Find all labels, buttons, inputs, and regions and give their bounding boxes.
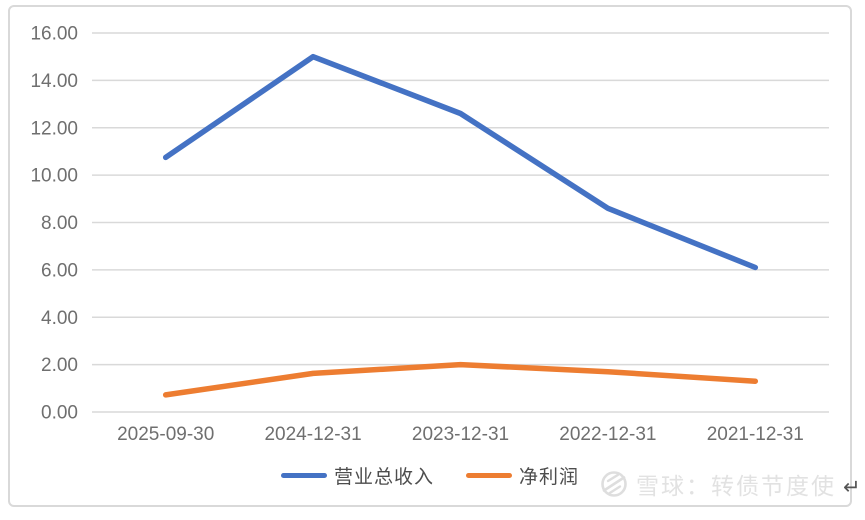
- svg-text:2.00: 2.00: [41, 355, 78, 376]
- svg-text:12.00: 12.00: [30, 118, 78, 139]
- svg-text:6.00: 6.00: [41, 260, 78, 281]
- line-chart: 0.00 2.00 4.00 6.00 8.00 10.00 12.00 14.00 16.00…: [30, 24, 829, 445]
- svg-text:16.00: 16.00: [30, 24, 78, 45]
- svg-text:10.00: 10.00: [30, 166, 78, 187]
- svg-text:2021-12-31: 2021-12-31: [707, 424, 804, 445]
- svg-text:2024-12-31: 2024-12-31: [264, 424, 361, 445]
- svg-text:0.00: 0.00: [41, 403, 78, 424]
- svg-text:2023-12-31: 2023-12-31: [412, 424, 509, 445]
- svg-text:8.00: 8.00: [41, 213, 78, 234]
- paragraph-return-mark: ↵: [843, 476, 861, 499]
- svg-text:2022-12-31: 2022-12-31: [559, 424, 656, 445]
- svg-text:2025-09-30: 2025-09-30: [117, 424, 214, 445]
- chart-area: 0.00 2.00 4.00 6.00 8.00 10.00 12.00 14.00 16.00…: [8, 5, 852, 507]
- svg-text:14.00: 14.00: [30, 71, 78, 92]
- svg-text:4.00: 4.00: [41, 308, 78, 329]
